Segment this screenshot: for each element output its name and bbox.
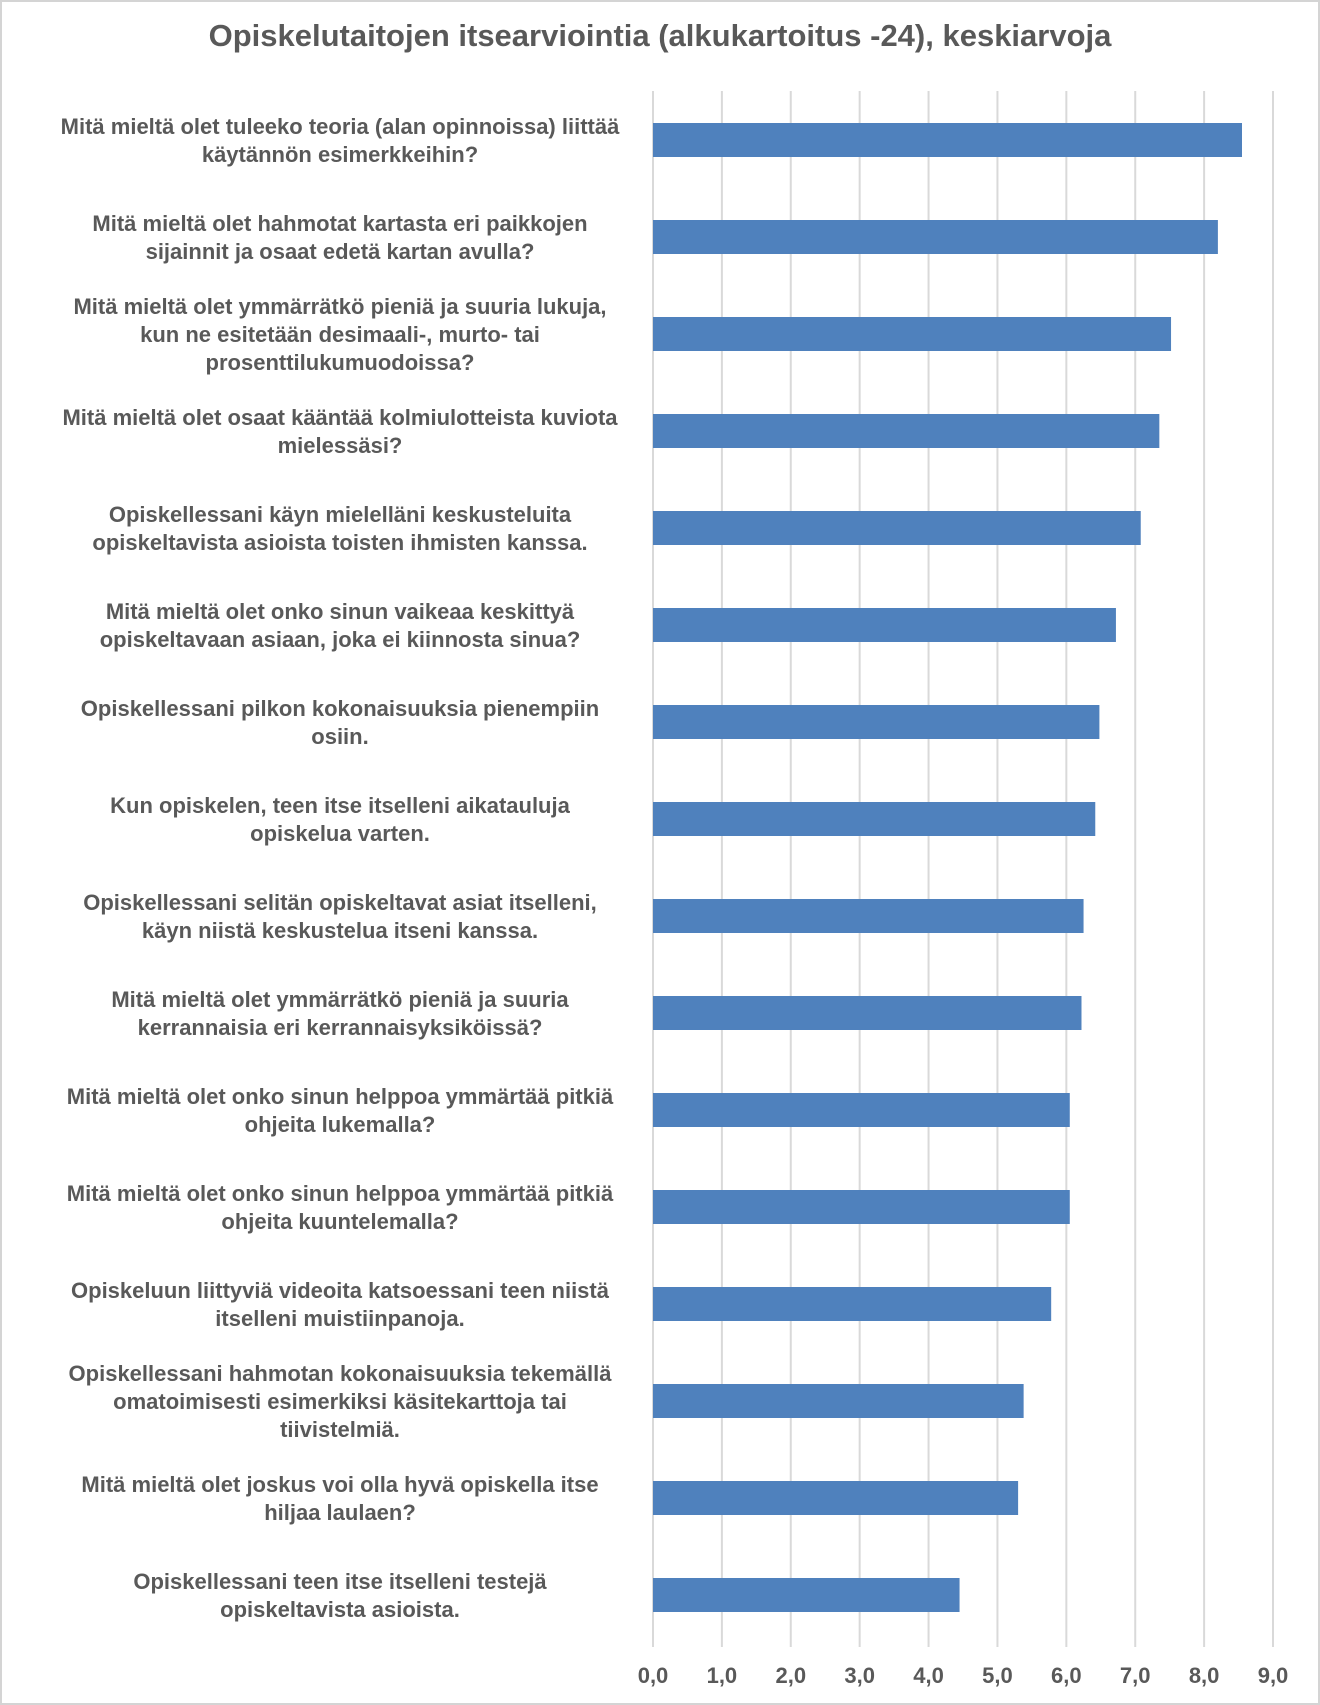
bar-6 (653, 608, 1116, 642)
category-label-10: Mitä mieltä olet ymmärrätkö pieniä ja su… (111, 987, 569, 1040)
x-axis-tick-labels: 0,0 1,0 2,0 3,0 4,0 5,0 6,0 7,0 8,0 9,0 (638, 1663, 1289, 1688)
bar-7 (653, 705, 1100, 739)
bar-11 (653, 1093, 1070, 1127)
bar-14 (653, 1384, 1024, 1418)
x-tick-label-4: 4,0 (913, 1663, 944, 1688)
category-label-9: Opiskellessani selitän opiskeltavat asia… (83, 890, 597, 943)
category-label-12: Mitä mieltä olet onko sinun helppoa ymmä… (67, 1181, 614, 1234)
bar-1 (653, 123, 1242, 157)
bars (653, 123, 1242, 1612)
bar-3 (653, 317, 1172, 351)
category-label-5: Opiskellessani käyn mielelläni keskustel… (92, 502, 587, 555)
bar-16 (653, 1578, 960, 1612)
x-tick-label-6: 6,0 (1051, 1663, 1082, 1688)
x-tick-label-0: 0,0 (638, 1663, 669, 1688)
x-tick-label-1: 1,0 (707, 1663, 738, 1688)
bar-9 (653, 899, 1084, 933)
category-label-7: Opiskellessani pilkon kokonaisuuksia pie… (81, 696, 599, 749)
category-label-14: Opiskellessani hahmotan kokonaisuuksia t… (69, 1361, 613, 1442)
bar-4 (653, 414, 1160, 448)
category-label-6: Mitä mieltä olet onko sinun vaikeaa kesk… (100, 599, 581, 652)
bar-5 (653, 511, 1141, 545)
x-tick-label-2: 2,0 (775, 1663, 806, 1688)
category-label-3: Mitä mieltä olet ymmärrätkö pieniä ja su… (73, 294, 606, 375)
category-label-11: Mitä mieltä olet onko sinun helppoa ymmä… (67, 1084, 614, 1137)
bar-15 (653, 1481, 1019, 1515)
bar-8 (653, 802, 1096, 836)
category-label-1: Mitä mieltä olet tuleeko teoria (alan op… (61, 114, 620, 167)
bar-2 (653, 220, 1218, 254)
x-tick-label-3: 3,0 (844, 1663, 875, 1688)
x-tick-label-8: 8,0 (1189, 1663, 1220, 1688)
chart-title: Opiskelutaitojen itsearviointia (alkukar… (208, 18, 1112, 53)
bar-12 (653, 1190, 1070, 1224)
category-label-16: Opiskellessani teen itse itselleni teste… (133, 1569, 547, 1622)
x-tick-label-9: 9,0 (1258, 1663, 1289, 1688)
category-label-4: Mitä mieltä olet osaat kääntää kolmiulot… (62, 405, 618, 458)
bar-10 (653, 996, 1082, 1030)
category-labels: Mitä mieltä olet tuleeko teoria (alan op… (61, 114, 620, 1622)
category-label-2: Mitä mieltä olet hahmotat kartasta eri p… (92, 211, 587, 264)
bar-13 (653, 1287, 1052, 1321)
category-label-8: Kun opiskelen, teen itse itselleni aikat… (110, 793, 570, 846)
category-label-15: Mitä mieltä olet joskus voi olla hyvä op… (81, 1472, 598, 1525)
x-tick-label-5: 5,0 (982, 1663, 1013, 1688)
x-tick-label-7: 7,0 (1120, 1663, 1151, 1688)
category-label-13: Opiskeluun liittyviä videoita katsoessan… (71, 1278, 610, 1331)
